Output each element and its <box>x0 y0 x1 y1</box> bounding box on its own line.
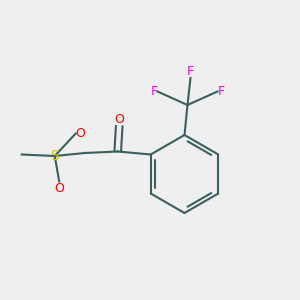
Text: F: F <box>150 85 158 98</box>
Text: O: O <box>114 113 124 126</box>
Text: F: F <box>218 85 225 98</box>
Text: S: S <box>50 149 59 163</box>
Text: F: F <box>187 65 194 78</box>
Text: O: O <box>54 182 64 194</box>
Text: O: O <box>76 127 85 140</box>
